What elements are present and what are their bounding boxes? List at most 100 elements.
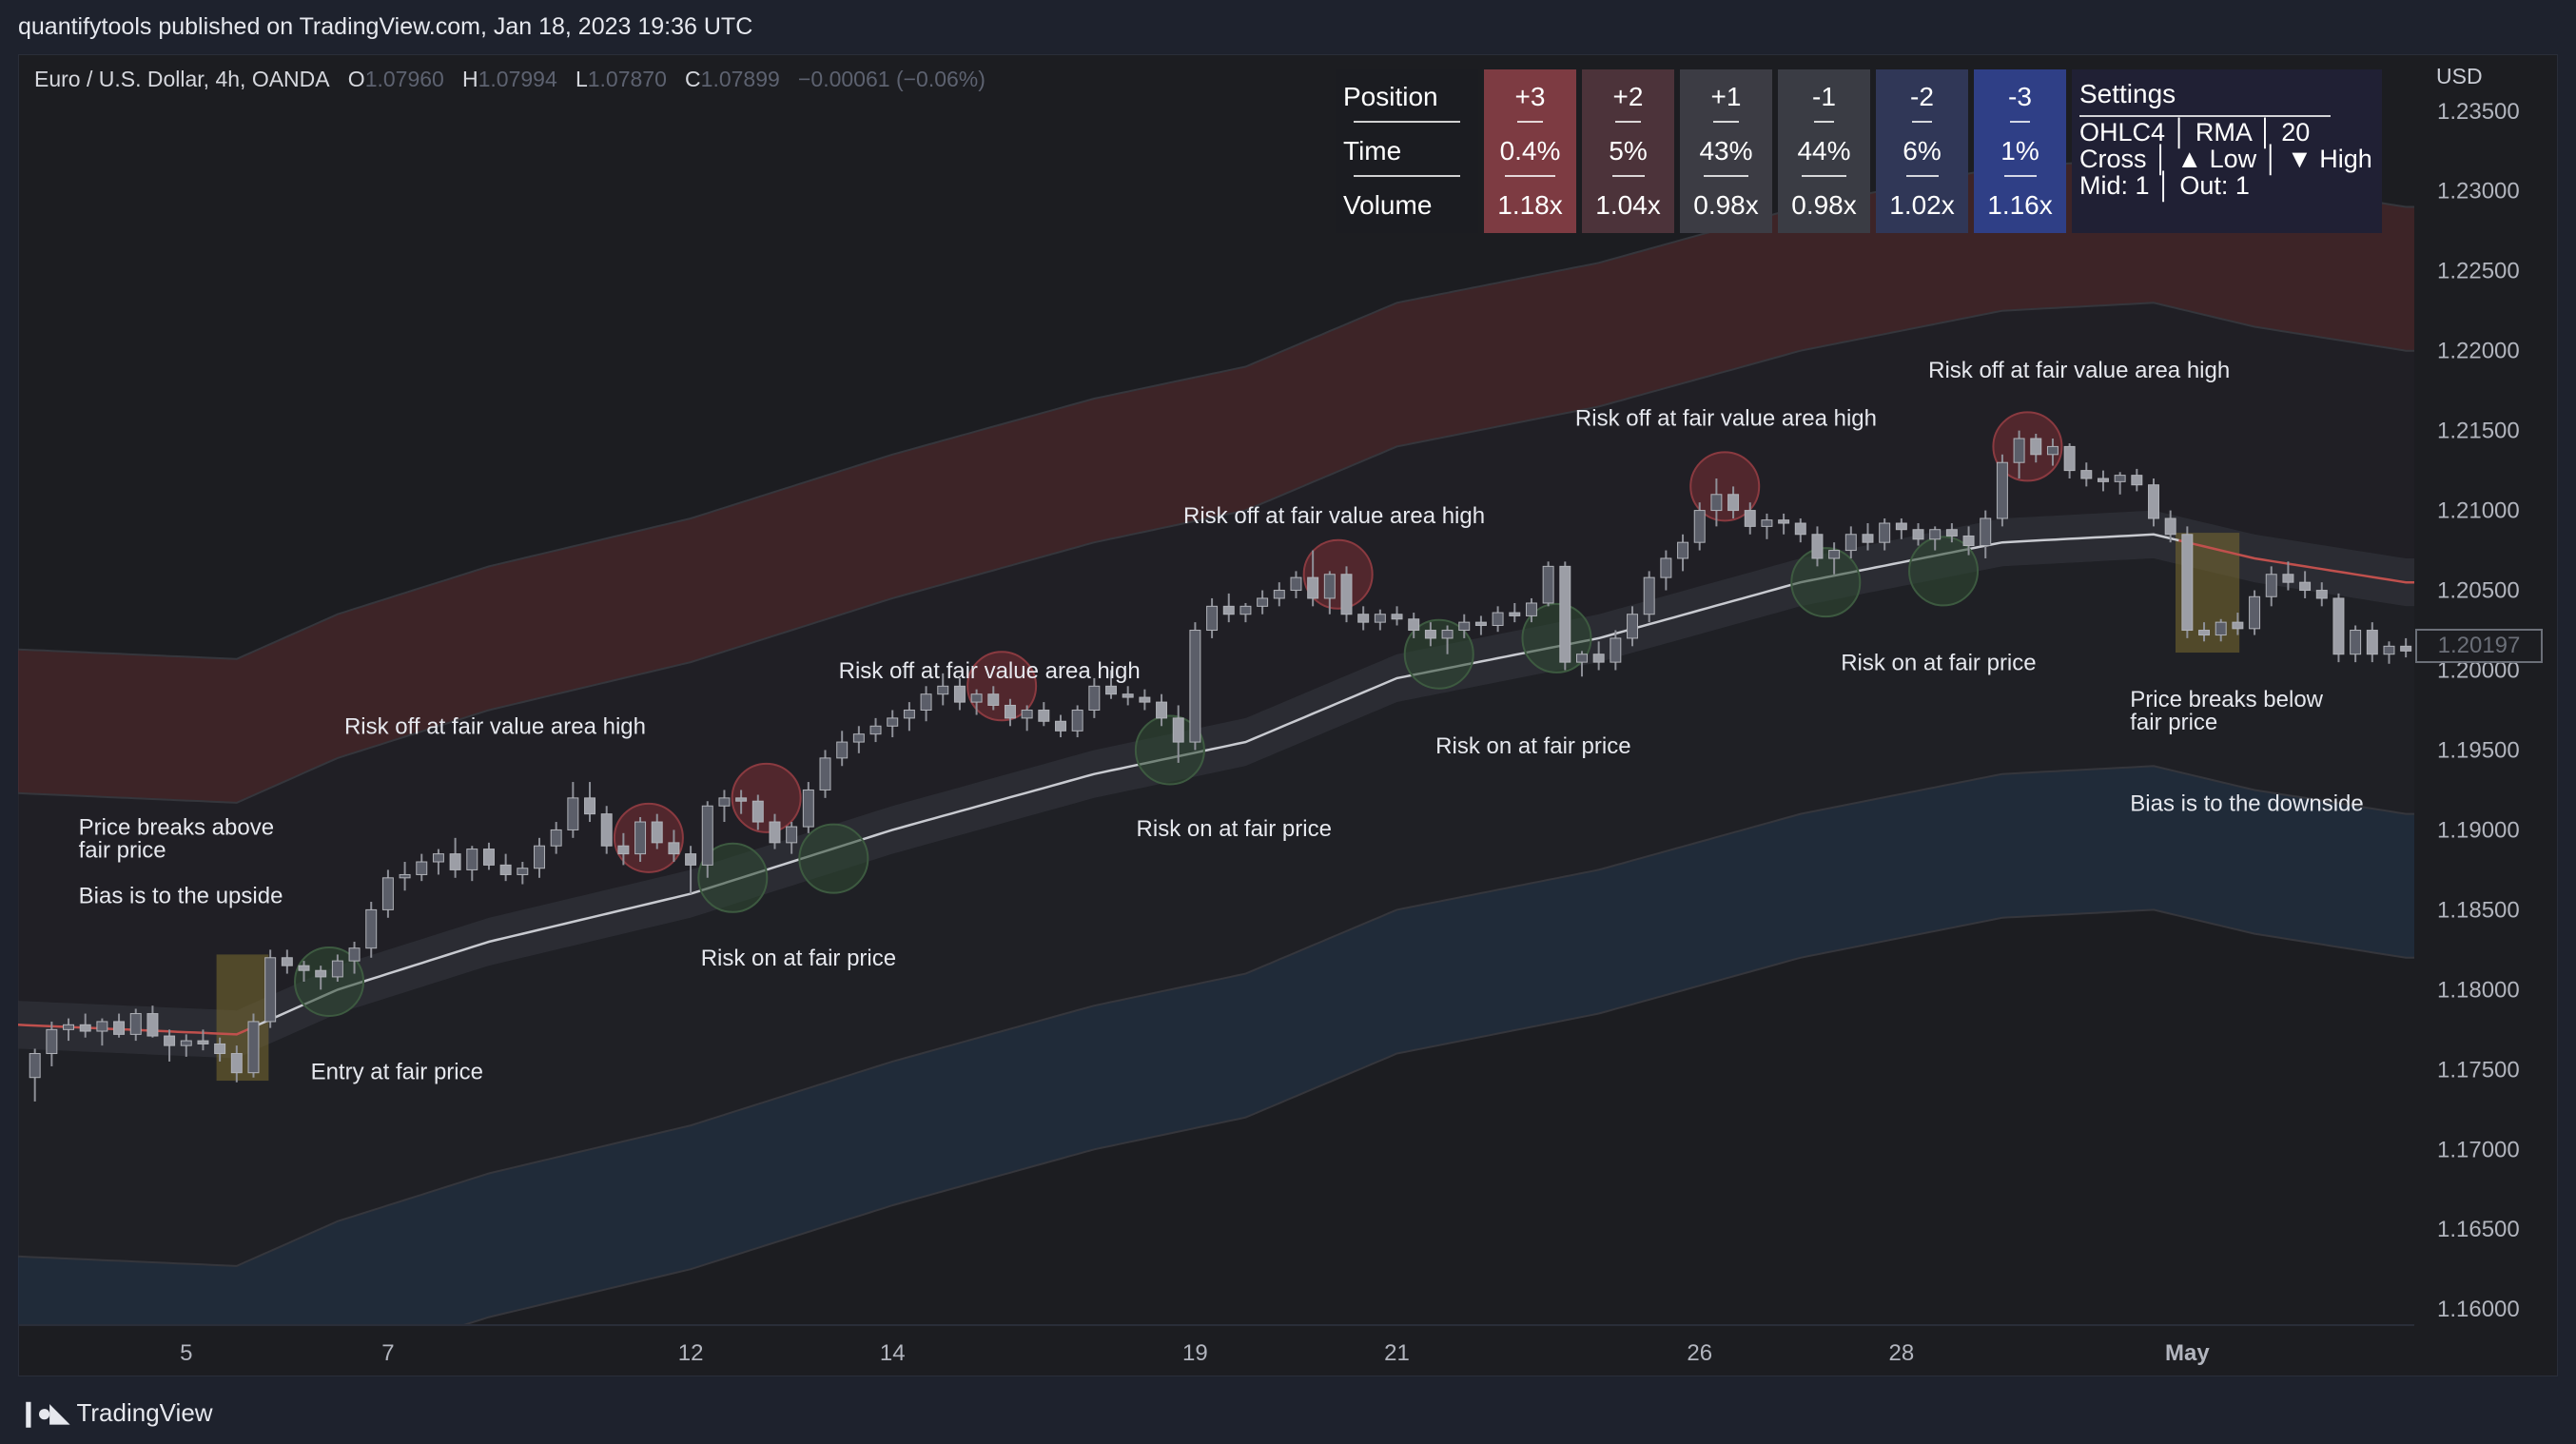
time-value: 5% [1609,125,1648,178]
candle [129,1008,142,1042]
y-axis-tick-label: 1.18500 [2437,897,2520,923]
candle [247,1013,260,1078]
candle [2400,637,2412,658]
candle-body [432,853,444,863]
band-edge-line [460,908,2414,1325]
candle [819,750,831,798]
candle [1055,714,1066,738]
candle [197,1029,209,1051]
candle [685,846,697,894]
tradingview-logo[interactable]: ❙●◣ TradingView [18,1398,213,1428]
candle [2350,625,2362,663]
candle-body [1374,614,1386,623]
x-axis-tick-label: 7 [381,1340,394,1366]
candle [1844,526,1857,558]
candle-body [668,842,680,855]
candle-body [1122,693,1134,698]
candle [381,869,394,918]
candle [1172,705,1184,763]
candle-body [2332,597,2345,655]
candle-body [2299,581,2312,592]
candle-body [1575,654,1588,663]
candle-body [113,1021,126,1035]
candle [769,813,781,849]
symbol-legend: Euro / U.S. Dollar, 4h, OANDA O1.07960 H… [34,67,986,92]
candle [751,794,764,830]
risk-off-signal [1689,451,1761,522]
candle [2181,526,2194,638]
candle [2046,439,2059,466]
candle-body [1895,522,1907,531]
candle-body [819,757,831,790]
candle [2232,613,2244,635]
risk-on-signal [697,842,769,913]
candle [567,782,579,838]
candle [1542,561,1554,607]
candle-body [2232,621,2244,630]
candle [2030,433,2042,463]
candle [1744,502,1756,535]
risk-off-signal [731,762,802,833]
symbol-title[interactable]: Euro / U.S. Dollar, 4h, OANDA [34,67,330,91]
candle-body [79,1024,91,1032]
candle [1592,641,1605,671]
currency-label[interactable]: USD [2436,64,2483,88]
candle [2198,622,2211,642]
candle-body [1980,517,1992,547]
volume-value: 1.16x [1987,190,2053,221]
stats-col-minus1: -1 44% 0.98x [1778,69,1870,233]
candle [2299,571,2312,598]
candle [1323,571,1336,615]
candle-body [685,853,697,866]
candle-body [2366,630,2378,655]
lower-inner-band [18,558,2414,1266]
candle-body [466,849,478,870]
x-axis-tick-label: 5 [180,1340,192,1366]
candle-body [1105,685,1117,695]
candle [617,832,630,866]
candle [1105,670,1117,699]
candle-body [381,877,394,910]
candle-body [1761,519,1773,527]
y-axis-tick-label: 1.22500 [2437,259,2520,284]
high-value: 1.07994 [478,67,557,91]
candle-body [2131,475,2143,486]
candle [63,1018,75,1042]
candle [1761,513,1773,539]
x-axis-tick-label: 28 [1888,1340,1914,1366]
candle [735,790,748,814]
candle [298,961,310,982]
candle [953,677,966,711]
candle [584,782,596,823]
candle-body [1525,602,1537,616]
risk-off-signal [1302,538,1374,610]
candle [164,1029,176,1062]
candle-body [230,1053,243,1074]
candle-body [1643,576,1655,615]
band-edge-line [18,302,2414,804]
candle-body [1424,630,1436,639]
candle [1340,566,1353,623]
candle-body [836,741,849,759]
candle-body [887,717,899,727]
settings-line-1: OHLC4 │ RMA │ 20 [2079,118,2311,146]
candle [331,954,343,982]
risk-on-signal [1134,714,1205,786]
candle-body [718,797,731,807]
candle [230,1045,243,1083]
candle-body [1004,704,1016,719]
candle [2249,590,2261,635]
volume-value: 1.18x [1497,190,1563,221]
candle [786,822,798,854]
x-axis-tick-label: 19 [1182,1340,1208,1366]
tradingview-logo-icon: ❙●◣ [18,1398,69,1427]
candle-body [517,868,529,875]
chart-annotation: Risk on at fair price [1435,733,1630,759]
candle [1525,597,1537,623]
candle-body [2148,484,2159,519]
candle [1559,561,1571,671]
candle [1122,686,1134,706]
candle [836,731,849,767]
candle-body [1677,541,1689,559]
position-value: -2 [1910,70,1934,124]
